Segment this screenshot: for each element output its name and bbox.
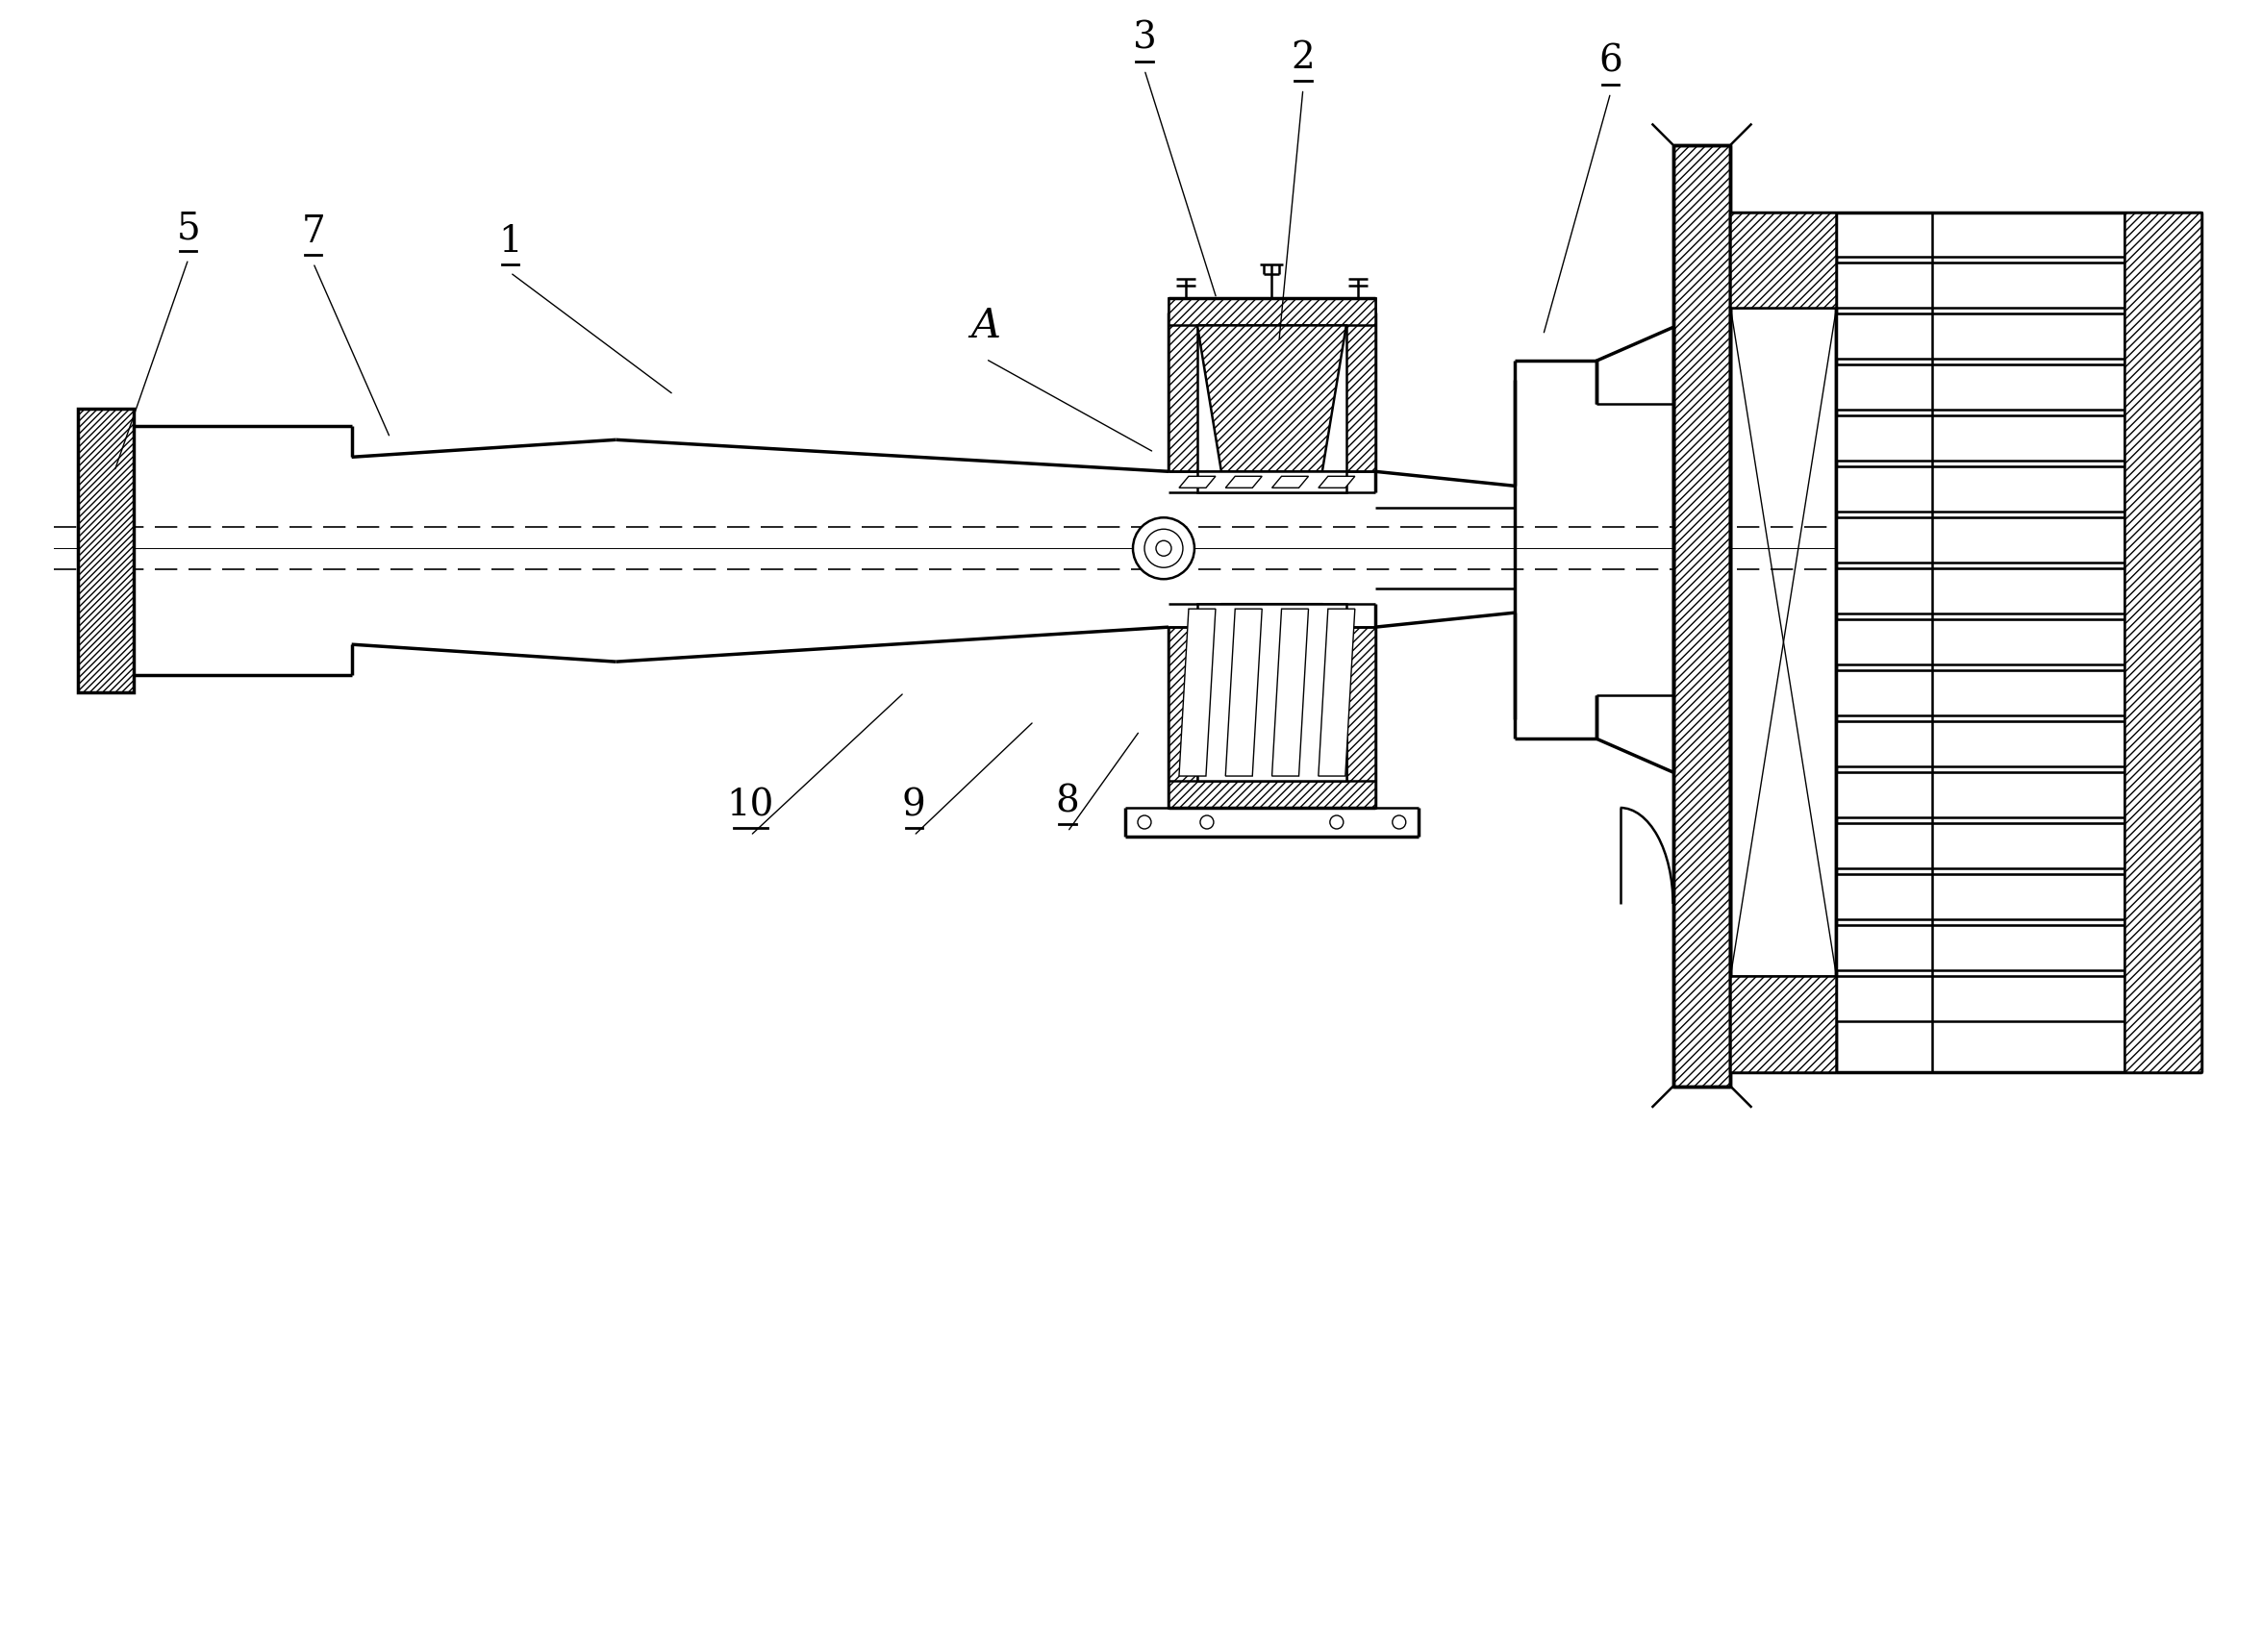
Polygon shape — [1169, 299, 1197, 471]
Bar — [1837, 671, 2201, 715]
Polygon shape — [1197, 471, 1346, 492]
Bar — [77, 410, 133, 692]
Circle shape — [1133, 517, 1194, 580]
Bar — [1837, 722, 2201, 767]
Bar — [1837, 263, 2201, 309]
Polygon shape — [1271, 476, 1307, 487]
Text: 10: 10 — [726, 788, 774, 823]
Polygon shape — [1271, 610, 1307, 776]
Text: 2: 2 — [1292, 40, 1314, 76]
Circle shape — [1393, 816, 1407, 829]
Text: 3: 3 — [1133, 21, 1156, 56]
Text: 9: 9 — [903, 788, 925, 823]
Bar — [2124, 211, 2201, 1072]
Polygon shape — [1169, 299, 1375, 325]
Text: A: A — [970, 306, 1000, 347]
Polygon shape — [1226, 476, 1262, 487]
Text: 5: 5 — [176, 211, 201, 246]
Circle shape — [1201, 816, 1215, 829]
Bar — [1837, 517, 2201, 563]
Circle shape — [1138, 816, 1151, 829]
Bar — [1837, 416, 2201, 461]
Bar — [1837, 568, 2201, 613]
Text: 6: 6 — [1599, 45, 1622, 79]
Bar — [1674, 145, 1730, 1087]
Bar — [1837, 365, 2201, 410]
Bar — [1837, 874, 2201, 919]
Polygon shape — [1197, 605, 1346, 781]
Polygon shape — [1197, 605, 1346, 628]
Polygon shape — [1179, 476, 1215, 487]
Text: 8: 8 — [1056, 783, 1079, 819]
Polygon shape — [1226, 610, 1262, 776]
Circle shape — [1145, 529, 1183, 568]
Polygon shape — [1346, 299, 1375, 471]
Bar — [1837, 466, 2201, 512]
Bar — [1837, 620, 2201, 664]
Polygon shape — [1169, 781, 1375, 808]
Bar — [1837, 925, 2201, 970]
Bar — [1837, 976, 2201, 1021]
Bar — [1837, 314, 2201, 358]
Polygon shape — [1319, 476, 1355, 487]
Polygon shape — [1346, 628, 1375, 808]
Bar — [1730, 211, 1837, 309]
Polygon shape — [1169, 628, 1197, 808]
Polygon shape — [1197, 325, 1346, 471]
Polygon shape — [1179, 610, 1215, 776]
Polygon shape — [1319, 610, 1355, 776]
Text: 1: 1 — [498, 225, 523, 259]
Bar — [1837, 823, 2201, 869]
Bar — [1837, 211, 2201, 258]
Circle shape — [1330, 816, 1344, 829]
Circle shape — [1156, 540, 1172, 557]
Text: 7: 7 — [301, 215, 326, 251]
Bar — [1730, 976, 1837, 1072]
Bar — [1837, 771, 2201, 818]
